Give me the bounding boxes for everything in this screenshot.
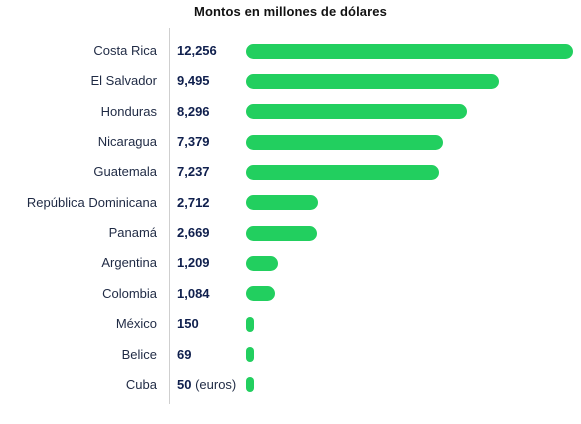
value-label: 9,495 [177,73,210,89]
value-label: 50 (euros) [177,377,236,393]
bar [246,134,443,150]
value-label: 8,296 [177,104,210,120]
value-label: 1,084 [177,286,210,302]
value-label: 7,379 [177,134,210,150]
value-label: 2,712 [177,195,210,211]
category-label: República Dominicana [26,194,157,210]
category-label: Costa Rica [93,43,157,58]
value-number: 2,712 [177,194,210,210]
bar [246,377,254,393]
chart-title: Montos en millones de dólares [194,4,387,19]
value-number: 50 [177,376,192,392]
value-label: 12,256 [177,43,217,59]
category-label: Nicaragua [97,134,157,150]
value-number: 69 [177,346,192,362]
category-label: Colombia [102,285,157,301]
value-number: 7,379 [177,134,210,150]
value-label: 69 [177,347,191,363]
value-label: 1,209 [177,255,210,271]
bar [246,347,254,362]
category-label: Panamá [108,225,157,241]
category-axis-line [169,28,170,404]
category-label: Guatemala [93,164,157,180]
bar [246,195,319,211]
value-number: 2,669 [177,225,210,241]
value-label: 150 [177,316,199,332]
value-number: 12,256 [177,43,217,58]
value-number: 1,209 [177,255,210,271]
category-label: El Salvador [90,73,157,89]
bar [246,255,279,271]
bar [246,43,573,59]
category-label: México [115,316,157,332]
category-label: Belice [121,346,157,362]
value-note: (euros) [191,376,237,392]
value-number: 150 [177,316,199,332]
value-label: 2,669 [177,225,210,241]
value-number: 8,296 [177,103,210,119]
value-number: 7,237 [177,164,210,180]
bar [246,225,318,241]
category-label: Honduras [100,103,157,119]
bar [246,104,468,120]
value-number: 9,495 [177,73,210,89]
bar [246,73,500,89]
category-label: Cuba [125,376,157,392]
value-label: 7,237 [177,164,210,180]
bar [246,286,275,302]
value-number: 1,084 [177,285,210,301]
bar [246,164,440,180]
bar [246,316,254,332]
category-label: Argentina [101,255,157,271]
